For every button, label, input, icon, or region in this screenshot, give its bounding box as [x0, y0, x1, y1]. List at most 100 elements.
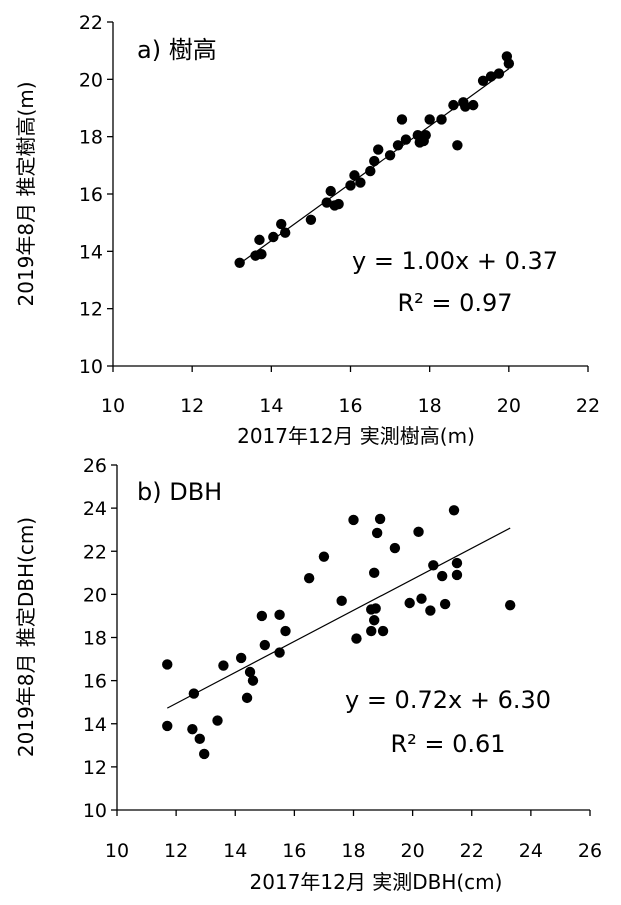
x-tick-label: 10	[105, 840, 129, 862]
x-tick-label: 26	[578, 840, 602, 862]
y-tick-label: 22	[79, 12, 103, 34]
data-point	[365, 165, 376, 177]
data-point	[477, 75, 489, 86]
x-tick-label: 22	[576, 395, 600, 417]
data-point	[321, 197, 332, 208]
data-point	[199, 748, 210, 760]
data-point	[194, 733, 205, 745]
data-point	[368, 615, 380, 626]
data-point	[274, 647, 285, 658]
data-point	[366, 625, 377, 637]
data-point	[436, 570, 448, 582]
data-point	[451, 569, 463, 581]
data-point	[256, 610, 268, 622]
x-axis-label: 2017年12月 実測樹高(m)	[237, 424, 475, 448]
data-point	[349, 170, 360, 181]
data-point	[333, 198, 344, 210]
y-tick-label: 18	[79, 127, 103, 149]
data-point	[187, 723, 198, 735]
y-tick-label: 16	[79, 184, 103, 206]
data-point	[256, 249, 267, 260]
x-tick-label: 22	[460, 840, 484, 862]
data-point	[428, 560, 439, 571]
x-tick-label: 20	[401, 840, 425, 862]
data-point	[452, 140, 463, 151]
data-point	[436, 114, 447, 125]
y-tick-label: 12	[83, 757, 107, 779]
x-tick-label: 12	[164, 840, 188, 862]
data-point	[374, 513, 386, 525]
data-point	[416, 593, 427, 604]
panel-title: b) DBH	[137, 478, 222, 506]
data-point	[247, 675, 259, 686]
data-point	[504, 599, 516, 611]
data-point	[274, 609, 285, 621]
x-tick-label: 20	[497, 395, 521, 417]
data-point	[355, 177, 366, 188]
x-axis-label: 2017年12月 実測DBH(cm)	[250, 870, 503, 894]
data-point	[303, 573, 315, 584]
data-point	[188, 688, 200, 699]
x-tick-label: 12	[180, 395, 204, 417]
y-tick-label: 24	[83, 498, 107, 520]
data-point	[413, 526, 424, 538]
data-point	[254, 234, 265, 246]
y-tick-label: 14	[79, 241, 103, 263]
data-point	[400, 134, 412, 145]
data-point	[425, 605, 436, 616]
y-tick-label: 22	[83, 541, 107, 563]
data-point	[369, 155, 380, 167]
panel-title: a) 樹高	[137, 36, 217, 64]
data-point	[336, 595, 347, 607]
x-tick-label: 14	[223, 840, 247, 862]
data-point	[485, 71, 497, 82]
data-point	[276, 218, 287, 230]
data-point	[371, 527, 383, 539]
y-axis-label: 2019年8月 推定樹高(m)	[14, 81, 38, 306]
data-point	[392, 140, 404, 151]
y-tick-label: 10	[83, 800, 107, 822]
x-tick-label: 18	[418, 395, 442, 417]
data-point	[439, 598, 451, 610]
x-tick-label: 16	[282, 840, 306, 862]
y-tick-label: 10	[79, 356, 103, 378]
r-squared-label: R² = 0.61	[390, 730, 505, 758]
data-point	[162, 720, 173, 732]
panel-a-tree-height: 10 12 14 16 18 20 22 10 12 14 16 18 20 22 2017年12月 実測樹…	[14, 12, 600, 448]
data-point	[448, 505, 460, 516]
data-point	[325, 185, 336, 197]
data-point	[279, 227, 291, 238]
data-point	[370, 603, 381, 614]
x-tick-label: 14	[259, 395, 283, 417]
y-tick-label: 14	[83, 714, 107, 736]
data-point	[448, 99, 459, 111]
y-tick-label: 20	[83, 584, 107, 606]
y-tick-label: 16	[83, 671, 107, 693]
data-point	[468, 99, 479, 111]
regression-equation: y = 1.00x + 0.37	[352, 247, 558, 275]
regression-equation: y = 0.72x + 6.30	[345, 686, 551, 714]
data-point	[373, 144, 384, 155]
data-point	[162, 659, 173, 670]
data-point	[212, 715, 223, 726]
y-tick-label: 20	[79, 69, 103, 91]
panel-b-dbh: 10 12 14 16 18 20 22 24 26 10 12 14 16 18 20 22 24 26 2017…	[14, 455, 602, 894]
data-point	[218, 660, 229, 671]
y-tick-label: 12	[79, 299, 103, 321]
data-point	[280, 625, 291, 637]
data-point	[493, 68, 505, 79]
data-point	[420, 130, 431, 141]
data-point	[368, 567, 380, 579]
x-tick-label: 16	[338, 395, 362, 417]
data-point	[345, 180, 356, 191]
x-tick-label: 10	[101, 395, 125, 417]
data-point	[396, 114, 408, 125]
x-tick-label: 18	[341, 840, 365, 862]
data-point	[348, 514, 359, 526]
data-point	[377, 625, 389, 637]
r-squared-label: R² = 0.97	[397, 289, 512, 317]
data-point	[234, 257, 245, 268]
data-point	[268, 231, 279, 243]
data-point	[351, 633, 362, 644]
data-point	[384, 150, 396, 161]
